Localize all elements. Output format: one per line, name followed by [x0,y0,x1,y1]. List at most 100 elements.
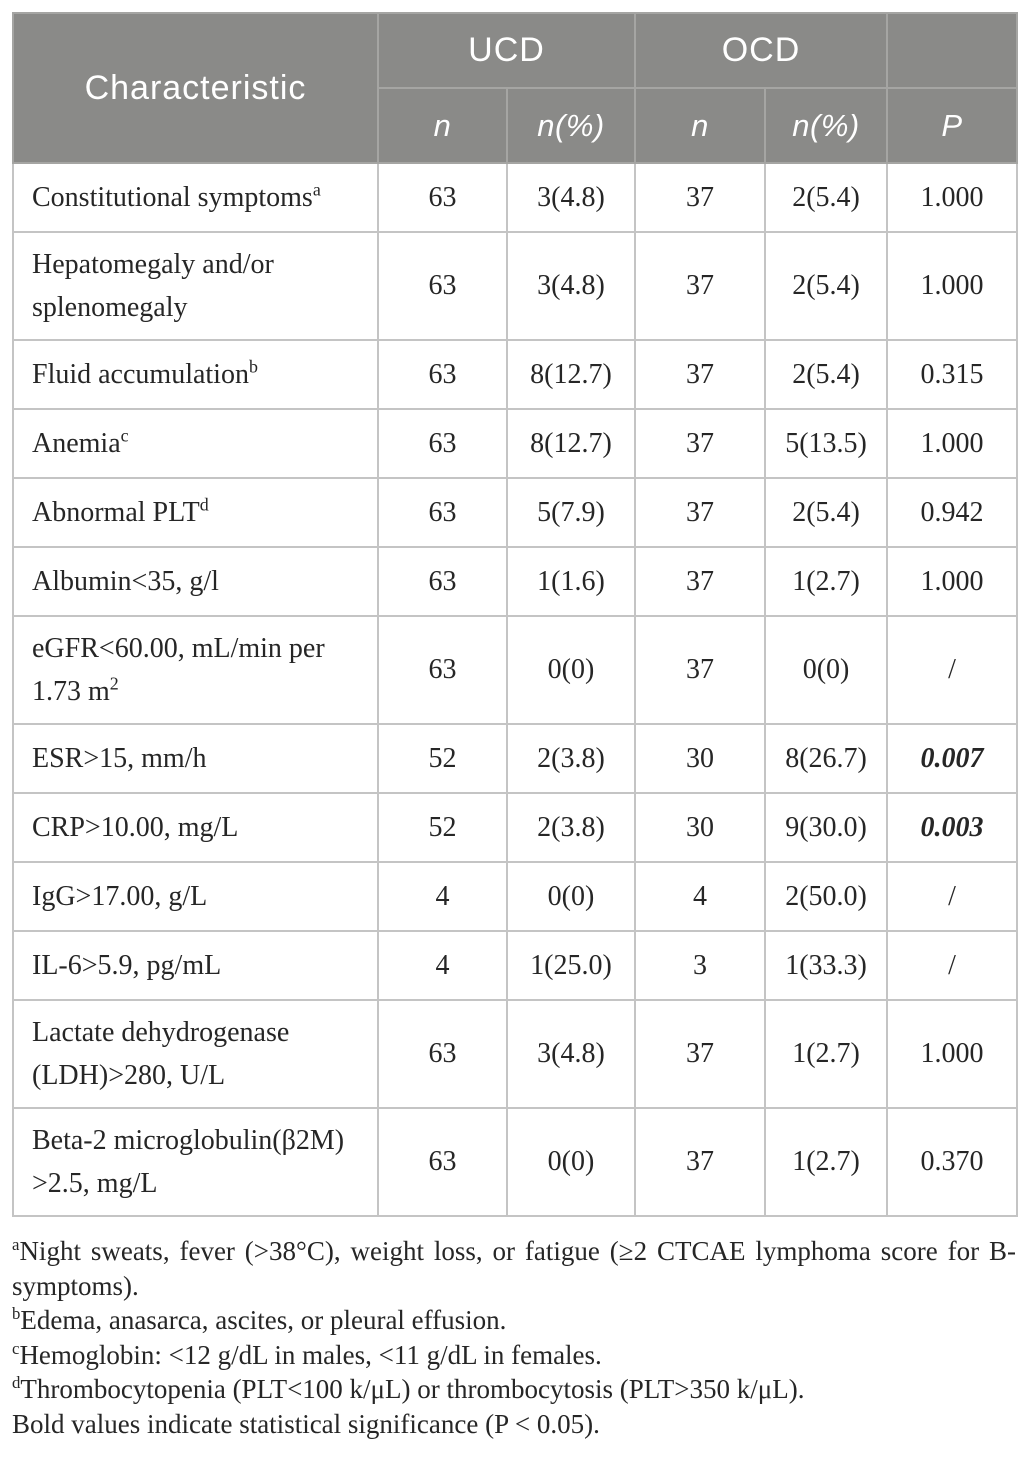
ucd-n-value: 63 [377,408,508,479]
row-label: IgG>17.00, g/L [12,861,379,932]
table-row: Lactate dehydrogenase (LDH)>280, U/L 63 … [12,999,1019,1109]
footnote-d: dThrombocytopenia (PLT<100 k/μL) or thro… [12,1372,1016,1407]
ucd-npct-value: 0(0) [505,861,637,932]
footnote-marker: d [199,494,209,515]
ucd-npct-value: 3(4.8) [505,162,637,233]
table-body: Constitutional symptomsa 63 3(4.8) 37 2(… [12,162,1019,1217]
header-ucd-npct: n(%) [505,87,637,164]
row-label-text: Constitutional symptoms [32,181,313,213]
ucd-n-value: 63 [377,231,508,341]
row-label: Anemiac [12,408,379,479]
footnote-bold-note: Bold values indicate statistical signifi… [12,1407,1016,1442]
p-value: 0.942 [886,477,1019,548]
ocd-n-value: 37 [634,546,767,617]
header-ucd-n: n [377,87,508,164]
row-label-text: Anemia [32,427,121,459]
row-label: Hepatomegaly and/or splenomegaly [12,231,379,341]
footnote-bold-note-text: Bold values indicate statistical signifi… [12,1408,600,1439]
row-label: Albumin<35, g/l [12,546,379,617]
row-label-text: Albumin<35, g/l [32,565,219,597]
ocd-n-value: 30 [634,792,767,863]
ocd-npct-value: 2(5.4) [764,339,889,410]
p-value: / [886,861,1019,932]
p-value: 0.370 [886,1107,1019,1217]
table-row: CRP>10.00, mg/L 52 2(3.8) 30 9(30.0) 0.0… [12,792,1019,863]
table-row: Constitutional symptomsa 63 3(4.8) 37 2(… [12,162,1019,233]
ocd-npct-value: 0(0) [764,615,889,725]
p-value: 1.000 [886,162,1019,233]
table-row: Albumin<35, g/l 63 1(1.6) 37 1(2.7) 1.00… [12,546,1019,617]
p-value: 1.000 [886,999,1019,1109]
ucd-npct-value: 3(4.8) [505,999,637,1109]
row-label-text: Beta-2 microglobulin(β2M) >2.5, mg/L [32,1124,345,1199]
ucd-n-value: 52 [377,723,508,794]
table-row: ESR>15, mm/h 52 2(3.8) 30 8(26.7) 0.007 [12,723,1019,794]
ucd-n-value: 4 [377,861,508,932]
p-value: / [886,615,1019,725]
ocd-n-value: 37 [634,615,767,725]
row-label-text: ESR>15, mm/h [32,742,207,774]
ucd-npct-value: 0(0) [505,615,637,725]
header-ocd-npct: n(%) [764,87,889,164]
header-group-ocd: OCD [634,12,889,89]
row-label-text: Abnormal PLT [32,496,200,528]
ocd-npct-value: 2(50.0) [764,861,889,932]
ucd-n-value: 52 [377,792,508,863]
p-value: 0.315 [886,339,1019,410]
row-label: Abnormal PLTd [12,477,379,548]
ocd-npct-value: 2(5.4) [764,477,889,548]
ucd-npct-value: 5(7.9) [505,477,637,548]
table-footnotes: aNight sweats, fever (>38°C), weight los… [12,1234,1016,1441]
ocd-n-value: 37 [634,339,767,410]
header-sub-row: n n(%) n n(%) P [13,87,1019,164]
footnote-c-text: Hemoglobin: <12 g/dL in males, <11 g/dL … [19,1339,602,1370]
ocd-n-value: 4 [634,861,767,932]
table-row: Anemiac 63 8(12.7) 37 5(13.5) 1.000 [12,408,1019,479]
table-row: Beta-2 microglobulin(β2M) >2.5, mg/L 63 … [12,1107,1019,1217]
ocd-n-value: 37 [634,162,767,233]
footnote-a-text: Night sweats, fever (>38°C), weight loss… [12,1236,1016,1301]
header-empty-cell [886,12,1019,89]
p-value: 1.000 [886,546,1019,617]
table-header: Characteristic UCD OCD n n(%) n n(%) P [12,12,1019,164]
ucd-npct-value: 8(12.7) [505,339,637,410]
row-label: Fluid accumulationb [12,339,379,410]
footnote-d-text: Thrombocytopenia (PLT<100 k/μL) or throm… [20,1374,805,1405]
ucd-npct-value: 1(1.6) [505,546,637,617]
ocd-npct-value: 2(5.4) [764,231,889,341]
ucd-n-value: 63 [377,339,508,410]
row-label: Constitutional symptomsa [12,162,379,233]
footnote-marker: a [312,179,321,200]
ucd-npct-value: 2(3.8) [505,792,637,863]
ocd-npct-value: 1(2.7) [764,546,889,617]
row-label: IL-6>5.9, pg/mL [12,930,379,1001]
ucd-npct-value: 3(4.8) [505,231,637,341]
p-value: / [886,930,1019,1001]
ucd-n-value: 63 [377,1107,508,1217]
ucd-n-value: 63 [377,999,508,1109]
row-label-text: eGFR<60.00, mL/min per 1.73 m [32,632,325,707]
row-label-text: IgG>17.00, g/L [32,880,208,912]
row-label: Beta-2 microglobulin(β2M) >2.5, mg/L [12,1107,379,1217]
ocd-n-value: 37 [634,408,767,479]
ocd-npct-value: 1(2.7) [764,999,889,1109]
row-label-text: Hepatomegaly and/or splenomegaly [32,248,274,323]
ocd-n-value: 37 [634,477,767,548]
characteristics-table: Characteristic UCD OCD n n(%) n n(%) P C… [12,12,1019,1217]
row-label: Lactate dehydrogenase (LDH)>280, U/L [12,999,379,1109]
footnote-c: cHemoglobin: <12 g/dL in males, <11 g/dL… [12,1338,1016,1373]
row-label-text: Fluid accumulation [32,358,249,390]
table-row: Abnormal PLTd 63 5(7.9) 37 2(5.4) 0.942 [12,477,1019,548]
footnote-marker: b [248,356,258,377]
table-row: IgG>17.00, g/L 4 0(0) 4 2(50.0) / [12,861,1019,932]
table-row: eGFR<60.00, mL/min per 1.73 m2 63 0(0) 3… [12,615,1019,725]
footnote-c-marker: c [12,1338,20,1358]
header-characteristic: Characteristic [12,12,379,164]
ocd-n-value: 37 [634,999,767,1109]
ucd-npct-value: 1(25.0) [505,930,637,1001]
row-label: eGFR<60.00, mL/min per 1.73 m2 [12,615,379,725]
ocd-n-value: 37 [634,231,767,341]
p-value: 1.000 [886,408,1019,479]
row-label: CRP>10.00, mg/L [12,792,379,863]
footnote-a-marker: a [12,1235,20,1254]
